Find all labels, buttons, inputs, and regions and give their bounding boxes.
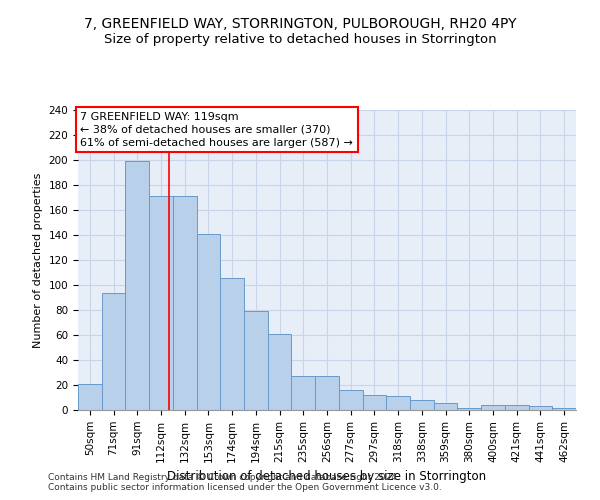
Text: Size of property relative to detached houses in Storrington: Size of property relative to detached ho… — [104, 32, 496, 46]
Bar — [102, 292, 125, 410]
Bar — [505, 405, 529, 410]
Bar — [339, 390, 362, 410]
Y-axis label: Number of detached properties: Number of detached properties — [33, 172, 43, 348]
Text: Contains public sector information licensed under the Open Government Licence v3: Contains public sector information licen… — [48, 484, 442, 492]
Bar — [362, 395, 386, 410]
X-axis label: Distribution of detached houses by size in Storrington: Distribution of detached houses by size … — [167, 470, 487, 483]
Bar — [268, 334, 292, 410]
Bar — [292, 376, 315, 410]
Bar — [457, 408, 481, 410]
Text: 7, GREENFIELD WAY, STORRINGTON, PULBOROUGH, RH20 4PY: 7, GREENFIELD WAY, STORRINGTON, PULBOROU… — [84, 18, 516, 32]
Bar — [125, 161, 149, 410]
Bar — [552, 408, 576, 410]
Text: Contains HM Land Registry data © Crown copyright and database right 2024.: Contains HM Land Registry data © Crown c… — [48, 474, 400, 482]
Text: 7 GREENFIELD WAY: 119sqm
← 38% of detached houses are smaller (370)
61% of semi-: 7 GREENFIELD WAY: 119sqm ← 38% of detach… — [80, 112, 353, 148]
Bar — [434, 402, 457, 410]
Bar — [481, 405, 505, 410]
Bar — [197, 234, 220, 410]
Bar — [315, 376, 339, 410]
Bar — [410, 400, 434, 410]
Bar — [149, 196, 173, 410]
Bar — [244, 311, 268, 410]
Bar — [220, 278, 244, 410]
Bar — [173, 196, 197, 410]
Bar — [529, 406, 552, 410]
Bar — [78, 384, 102, 410]
Bar — [386, 396, 410, 410]
